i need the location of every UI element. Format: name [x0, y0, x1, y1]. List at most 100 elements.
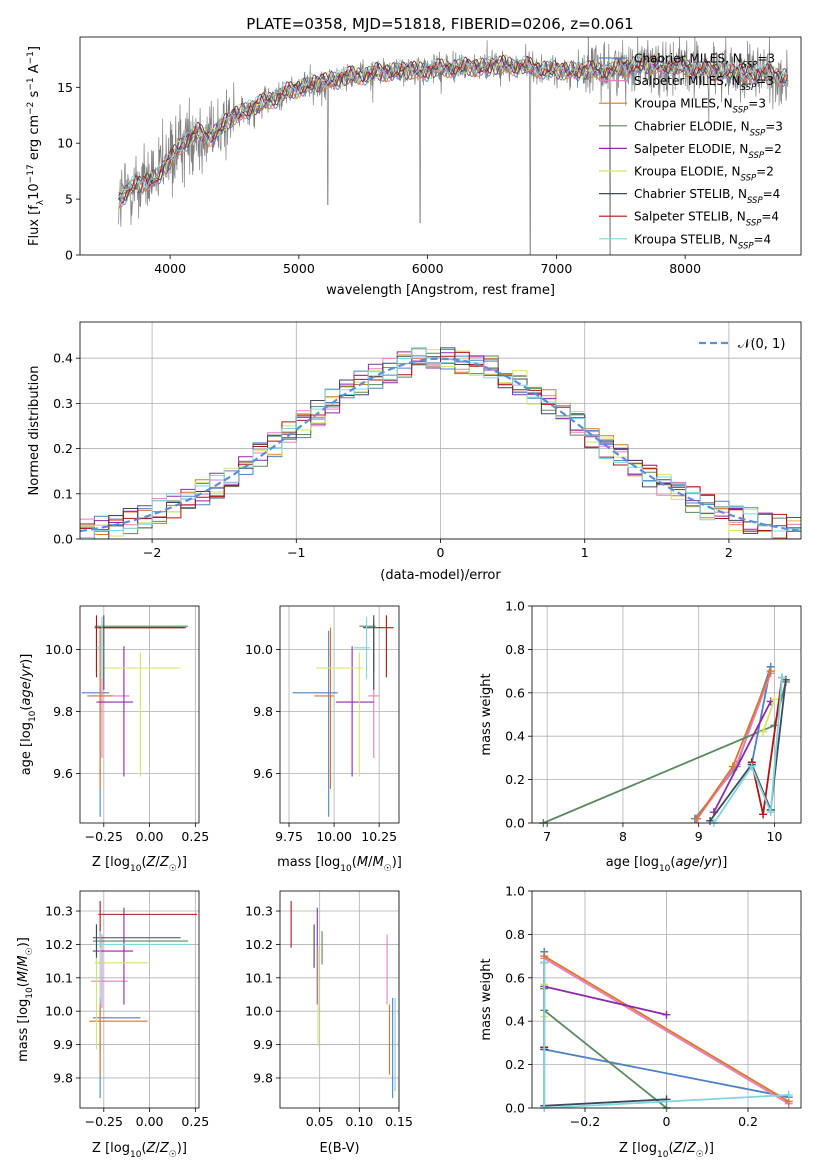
mass-weight-line: [713, 677, 783, 823]
legend-label: Chabrier STELIB, NSSP=4: [634, 187, 780, 206]
mass-weight-marker: [662, 1010, 671, 1019]
weight-vs-age-panel: 7 8 9 10 0.0 0.2 0.4 0.6 0.8 1.0 mass weight age [l…: [479, 599, 802, 874]
x-tick-label: 6000: [412, 261, 444, 276]
mass-weight-marker: [540, 958, 549, 967]
legend-label: 𝒩(0, 1): [738, 337, 785, 352]
spectrum-title: PLATE=0358, MJD=51818, FIBERID=0206, z=0…: [246, 15, 633, 33]
y-tick-label: 0.8: [505, 927, 525, 942]
y-tick-label: 0: [65, 248, 73, 263]
x-tick-label: 1: [581, 545, 589, 560]
x-tick-label: 0.00: [136, 829, 164, 844]
x-tick-label: −0.2: [570, 1114, 600, 1129]
mass-weight-marker: [778, 673, 787, 682]
mass-weight-line: [713, 701, 772, 813]
y-tick-label: 15: [57, 80, 73, 95]
axes-frame: [79, 890, 200, 1109]
y-tick-label: 10.0: [45, 642, 73, 657]
mass-vs-ebv-x-label: E(B-V): [319, 1141, 359, 1156]
y-tick-label: 10.3: [45, 904, 73, 919]
mass-weight-marker: [759, 810, 768, 819]
legend-label: Kroupa MILES, NSSP=3: [634, 97, 766, 116]
histogram-step: [80, 351, 801, 539]
y-tick-label: 10.1: [45, 970, 73, 985]
y-tick-label: 0.6: [505, 685, 525, 700]
axes-frame: [79, 321, 802, 540]
spectrum-panel: 4000 5000 6000 7000 8000 0 5 10 15 wavelength [An…: [26, 36, 802, 298]
mass-weight-marker: [770, 695, 779, 704]
histogram-step: [80, 347, 801, 539]
x-tick-label: 10: [767, 829, 783, 844]
residuals-y-label: Normed distribution: [27, 366, 42, 496]
x-tick-label: 10.00: [316, 829, 352, 844]
y-tick-label: 5: [65, 192, 73, 207]
x-tick-label: 2: [725, 545, 733, 560]
mass-weight-marker: [766, 808, 775, 817]
model-spectrum-line: [118, 53, 788, 206]
y-tick-label: 0.2: [505, 1057, 525, 1072]
mass-vs-z-x-label: Z [log10(Z/Z☉)]: [92, 1141, 187, 1160]
x-tick-label: 0.15: [385, 1114, 413, 1129]
y-tick-label: 9.8: [53, 704, 73, 719]
weight-vs-z-panel: −0.2 0 0.2 0.0 0.2 0.4 0.6 0.8 1.0 mass weight Z […: [479, 884, 802, 1160]
y-tick-label: 9.6: [53, 766, 73, 781]
mass-weight-line: [543, 955, 790, 1103]
y-tick-label: 0.8: [505, 642, 525, 657]
y-tick-label: 0.2: [505, 772, 525, 787]
y-tick-label: 9.8: [53, 1070, 73, 1085]
weight-vs-age-x-label: age [log10(age/yr)]: [606, 855, 728, 874]
mass-weight-line: [543, 957, 790, 1105]
legend-label: Kroupa STELIB, NSSP=4: [634, 232, 771, 251]
gaussian-reference-line: [80, 357, 801, 533]
y-tick-label: 10.2: [45, 937, 73, 952]
axes-frame: [79, 605, 200, 824]
mass-vs-z-y-label: mass [log10(M/M☉)]: [16, 937, 35, 1062]
axes-frame: [531, 605, 802, 824]
y-tick-label: 0.6: [505, 970, 525, 985]
mass-weight-marker: [784, 1090, 793, 1099]
y-tick-label: 0.1: [53, 486, 73, 501]
legend-label: Kroupa ELODIE, NSSP=2: [634, 165, 774, 184]
x-tick-label: 5000: [283, 261, 315, 276]
x-tick-label: 0.2: [738, 1114, 758, 1129]
x-tick-label: 0.25: [181, 1114, 209, 1129]
x-tick-label: 4000: [154, 261, 186, 276]
axes-frame: [279, 605, 400, 824]
x-tick-label: 0.10: [345, 1114, 373, 1129]
legend-label: Salpeter STELIB, NSSP=4: [634, 210, 779, 229]
residuals-x-label: (data-model)/error: [380, 568, 501, 583]
y-tick-label: 0.0: [505, 816, 525, 831]
x-tick-label: 0: [663, 1114, 671, 1129]
x-tick-label: 9: [695, 829, 703, 844]
legend-label: Salpeter MILES, NSSP=3: [634, 74, 774, 93]
x-tick-label: 10.25: [361, 829, 397, 844]
x-tick-label: 7000: [540, 261, 572, 276]
y-tick-label: 10.0: [245, 1004, 273, 1019]
y-tick-label: 0.0: [53, 532, 73, 547]
x-tick-label: 8000: [669, 261, 701, 276]
y-tick-label: 10.2: [245, 937, 273, 952]
mass-weight-marker: [759, 727, 768, 736]
axes-frame: [279, 890, 400, 1109]
axes-frame: [531, 890, 802, 1109]
age-vs-z-x-label: Z [log10(Z/Z☉)]: [92, 855, 187, 874]
y-tick-label: 1.0: [505, 884, 525, 899]
y-tick-label: 0.4: [53, 351, 73, 366]
mass-vs-z-panel: −0.25 0.00 0.25 9.8 9.9 10.0 10.1 10.2 10.3 Z [lo…: [16, 890, 209, 1160]
panel-weight-vs-age-y-label: mass weight: [479, 673, 494, 755]
x-tick-label: 8: [619, 829, 627, 844]
x-tick-label: 0.00: [136, 1114, 164, 1129]
residuals-panel: −2 −1 0 1 2 0.0 0.1 0.2 0.3 0.4 𝒩(0, 1) (data-model…: [27, 321, 802, 583]
mass-weight-marker: [747, 762, 756, 771]
age-vs-mass-x-label: mass [log10(M/M☉)]: [277, 855, 402, 874]
y-tick-label: 0.2: [53, 441, 73, 456]
x-tick-label: 7: [543, 829, 551, 844]
panel-weight-vs-z-y-label: mass weight: [479, 958, 494, 1040]
age-vs-z-panel: −0.25 0.00 0.25 9.6 9.8 10.0 Z [log10(Z/Z☉)] ag…: [19, 605, 209, 874]
weight-vs-z-x-label: Z [log10(Z/Z☉)]: [619, 1141, 714, 1160]
spectrum-y-label: Flux [fλ10−17 erg cm−2 s−1 A−1]: [26, 46, 46, 246]
y-tick-label: 9.9: [53, 1037, 73, 1052]
age-vs-mass-panel: 9.75 10.00 10.25 9.6 9.8 10.0 mass [log10(M/M☉…: [245, 605, 402, 874]
x-tick-label: −1: [287, 545, 305, 560]
mass-weight-marker: [766, 667, 775, 676]
